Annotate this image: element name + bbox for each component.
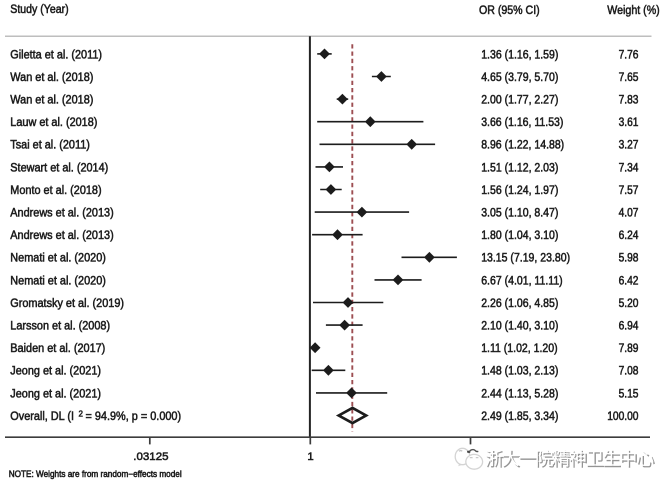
svg-text:2: 2 <box>79 409 84 418</box>
svg-text:Study (Year): Study (Year) <box>10 2 68 16</box>
svg-text:Monto et al. (2018): Monto et al. (2018) <box>10 183 101 197</box>
svg-text:7.57: 7.57 <box>619 183 639 197</box>
svg-text:5.15: 5.15 <box>619 386 639 400</box>
svg-text:1.48 (1.03, 2.13): 1.48 (1.03, 2.13) <box>481 364 558 378</box>
svg-text:7.83: 7.83 <box>619 93 639 107</box>
svg-text:100.00: 100.00 <box>607 409 638 423</box>
svg-text:7.76: 7.76 <box>619 47 639 61</box>
svg-text:4.65 (3.79, 5.70): 4.65 (3.79, 5.70) <box>481 70 558 84</box>
svg-text:Nemati et al. (2020): Nemati et al. (2020) <box>10 273 106 287</box>
svg-text:Stewart et al. (2014): Stewart et al. (2014) <box>10 160 108 174</box>
svg-text:OR (95% CI): OR (95% CI) <box>479 3 540 17</box>
svg-text:1.56 (1.24, 1.97): 1.56 (1.24, 1.97) <box>481 183 558 197</box>
svg-text:5.20: 5.20 <box>619 296 639 310</box>
svg-text:Giletta et al. (2011): Giletta et al. (2011) <box>10 47 102 61</box>
svg-text:2.10 (1.40, 3.10): 2.10 (1.40, 3.10) <box>481 319 558 333</box>
svg-text:Wan et al. (2018): Wan et al. (2018) <box>10 93 93 107</box>
svg-text:7.34: 7.34 <box>619 160 639 174</box>
svg-text:2.44 (1.13, 5.28): 2.44 (1.13, 5.28) <box>481 386 558 400</box>
svg-text:Overall, DL (I: Overall, DL (I <box>10 409 74 423</box>
svg-text:Andrews et al. (2013): Andrews et al. (2013) <box>10 228 113 242</box>
svg-text:3.66 (1.16, 11.53): 3.66 (1.16, 11.53) <box>481 115 563 129</box>
svg-text:2.49 (1.85, 3.34): 2.49 (1.85, 3.34) <box>481 409 558 423</box>
svg-text:4.07: 4.07 <box>619 206 639 220</box>
svg-text:Weight (%): Weight (%) <box>607 3 659 17</box>
svg-text:1.11 (1.02, 1.20): 1.11 (1.02, 1.20) <box>481 341 557 355</box>
svg-text:Andrews et al. (2013): Andrews et al. (2013) <box>10 206 113 220</box>
svg-text:6.67 (4.01, 11.11): 6.67 (4.01, 11.11) <box>481 273 563 287</box>
svg-text:1.80 (1.04, 3.10): 1.80 (1.04, 3.10) <box>481 228 558 242</box>
svg-text:Baiden et al. (2017): Baiden et al. (2017) <box>10 341 105 355</box>
svg-text:NOTE: Weights are from random−: NOTE: Weights are from random−effects mo… <box>9 469 182 479</box>
svg-text:2.00 (1.77, 2.27): 2.00 (1.77, 2.27) <box>481 93 558 107</box>
svg-text:3.27: 3.27 <box>619 138 639 152</box>
svg-text:1.51 (1.12, 2.03): 1.51 (1.12, 2.03) <box>481 160 558 174</box>
svg-text:5.98: 5.98 <box>619 251 639 265</box>
svg-text:7.08: 7.08 <box>619 364 639 378</box>
svg-text:13.15 (7.19, 23.80): 13.15 (7.19, 23.80) <box>481 251 570 265</box>
svg-text:Wan et al. (2018): Wan et al. (2018) <box>10 70 93 84</box>
svg-text:Lauw et al. (2018): Lauw et al. (2018) <box>10 115 97 129</box>
svg-text:Gromatsky et al. (2019): Gromatsky et al. (2019) <box>10 296 124 310</box>
svg-text:6.94: 6.94 <box>619 319 639 333</box>
svg-text:Tsai et al. (2011): Tsai et al. (2011) <box>10 138 90 152</box>
svg-text:1: 1 <box>307 451 313 463</box>
svg-text:6.24: 6.24 <box>619 228 639 242</box>
svg-text:3.05 (1.10, 8.47): 3.05 (1.10, 8.47) <box>481 206 558 220</box>
svg-text:8.96 (1.22, 14.88): 8.96 (1.22, 14.88) <box>481 138 564 152</box>
svg-text:Larsson et al. (2008): Larsson et al. (2008) <box>10 319 110 333</box>
svg-text:1.36 (1.16, 1.59): 1.36 (1.16, 1.59) <box>481 47 558 61</box>
svg-text:Nemati et al. (2020): Nemati et al. (2020) <box>10 251 106 265</box>
svg-text:Jeong et al. (2021): Jeong et al. (2021) <box>10 386 101 400</box>
svg-text:.03125: .03125 <box>133 451 168 463</box>
svg-text:3.61: 3.61 <box>619 115 639 129</box>
svg-text:7.89: 7.89 <box>619 341 639 355</box>
svg-text:= 94.9%, p = 0.000): = 94.9%, p = 0.000) <box>86 409 182 423</box>
svg-text:2.26 (1.06, 4.85): 2.26 (1.06, 4.85) <box>481 296 558 310</box>
svg-text:7.65: 7.65 <box>619 70 639 84</box>
svg-text:6.42: 6.42 <box>619 273 639 287</box>
svg-text:Jeong et al. (2021): Jeong et al. (2021) <box>10 364 101 378</box>
